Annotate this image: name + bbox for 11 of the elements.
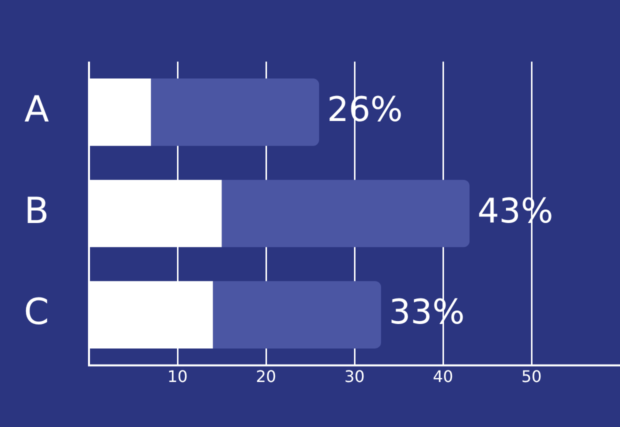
x-tick-label: 30 <box>344 367 365 386</box>
x-tick-label: 50 <box>521 367 542 386</box>
x-tick-label: 40 <box>432 367 454 386</box>
y-tick-label: C <box>24 292 49 334</box>
bar <box>150 78 320 146</box>
y-tick-label: B <box>24 190 49 232</box>
bar <box>212 281 382 348</box>
y-tick-label: A <box>24 90 50 131</box>
x-tick-label: 10 <box>167 367 188 386</box>
bar <box>222 180 470 248</box>
x-tick-label: 20 <box>256 367 276 386</box>
